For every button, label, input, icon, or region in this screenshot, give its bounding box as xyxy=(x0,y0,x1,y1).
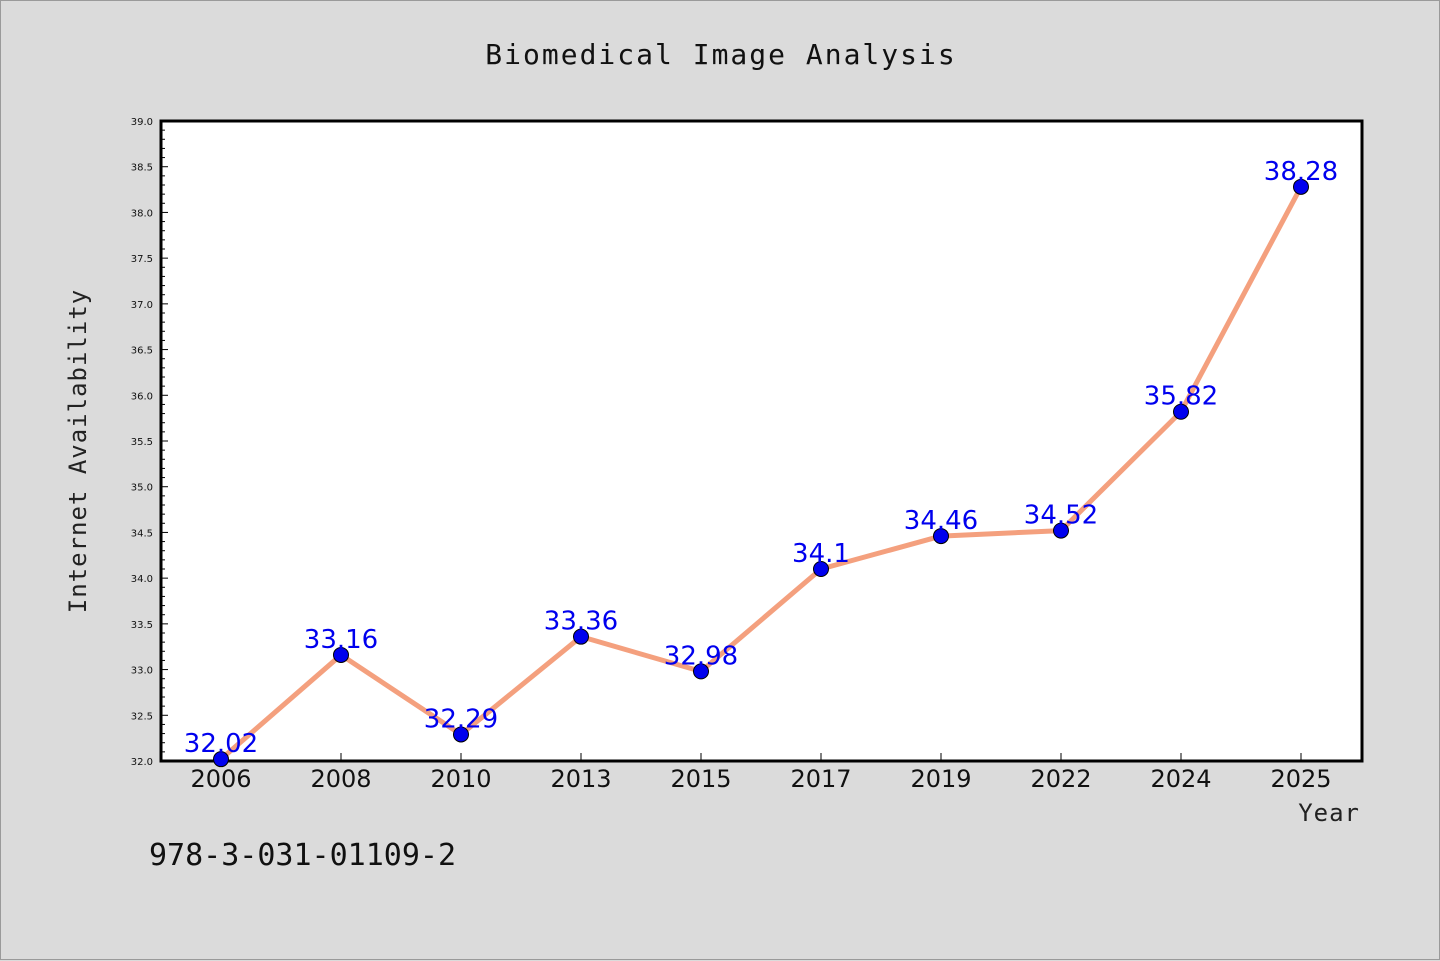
footnote-isbn: 978-3-031-01109-2 xyxy=(149,838,456,873)
data-point-marker xyxy=(213,751,229,768)
data-point-marker xyxy=(693,663,709,680)
series-line-group xyxy=(219,185,1304,762)
data-markers xyxy=(213,178,1309,768)
y-tick-label: 35.5 xyxy=(131,437,153,448)
data-labels: 32.02 33.16 32.29 33.36 32.98 34.1 34.46 34.52 3… xyxy=(184,157,1338,759)
x-tick-label: 2006 xyxy=(190,765,251,793)
data-point-label: 33.16 xyxy=(304,625,378,655)
y-tick-label: 37.0 xyxy=(131,300,153,311)
y-tick-label: 38.5 xyxy=(131,163,153,174)
data-point-label: 32.02 xyxy=(184,729,258,759)
plot-area xyxy=(159,119,1364,763)
data-point-marker xyxy=(933,528,949,545)
data-point-label: 34.1 xyxy=(792,539,850,569)
y-tick-label: 32.0 xyxy=(131,757,153,768)
y-tick-label: 34.0 xyxy=(131,574,153,585)
x-tick-label: 2019 xyxy=(910,765,971,793)
y-tick-label: 38.0 xyxy=(131,208,153,219)
x-tick-label: 2025 xyxy=(1270,765,1331,793)
data-point-label: 38.28 xyxy=(1264,157,1338,187)
data-point-marker xyxy=(813,561,829,577)
data-point-label: 33.36 xyxy=(544,607,618,637)
data-point-label: 32.98 xyxy=(664,641,738,671)
y-axis: 32.0 32.5 33.0 33.5 34.0 34.5 35.0 35.5 36.0 36.5… xyxy=(131,117,168,768)
y-axis-label: Internet Availability xyxy=(64,289,92,613)
data-point-marker xyxy=(573,628,589,645)
x-tick-label: 2008 xyxy=(310,765,371,793)
data-point-label: 34.46 xyxy=(904,506,978,536)
data-point-marker xyxy=(453,726,469,743)
x-axis-label: Year xyxy=(1298,799,1360,827)
y-tick-label: 33.5 xyxy=(131,620,153,631)
y-tick-label: 32.5 xyxy=(131,711,153,722)
y-tick-label: 39.0 xyxy=(131,117,153,128)
data-point-marker xyxy=(1293,178,1309,195)
data-point-label: 34.52 xyxy=(1024,501,1098,531)
y-tick-label: 33.0 xyxy=(131,666,153,677)
x-tick-label: 2013 xyxy=(550,765,611,793)
x-tick-label: 2010 xyxy=(430,765,491,793)
data-point-label: 35.82 xyxy=(1144,382,1218,412)
chart-title: Biomedical Image Analysis xyxy=(485,38,956,71)
y-tick-label: 36.5 xyxy=(131,346,153,357)
x-axis: 2006 2008 2010 2013 2015 2017 2019 2022 2024 2025 xyxy=(190,753,1332,793)
y-tick-label: 34.5 xyxy=(131,528,153,539)
x-tick-label: 2022 xyxy=(1030,765,1091,793)
y-tick-label: 36.0 xyxy=(131,391,153,402)
series-line xyxy=(219,185,1304,762)
data-point-marker xyxy=(333,646,349,663)
x-tick-label: 2017 xyxy=(790,765,851,793)
data-point-marker xyxy=(1053,522,1069,539)
data-point-label: 32.29 xyxy=(424,704,498,734)
x-tick-label: 2024 xyxy=(1150,765,1211,793)
x-tick-label: 2015 xyxy=(670,765,731,793)
y-tick-label: 37.5 xyxy=(131,254,153,265)
y-tick-label: 35.0 xyxy=(131,483,153,494)
data-point-marker xyxy=(1173,403,1189,420)
